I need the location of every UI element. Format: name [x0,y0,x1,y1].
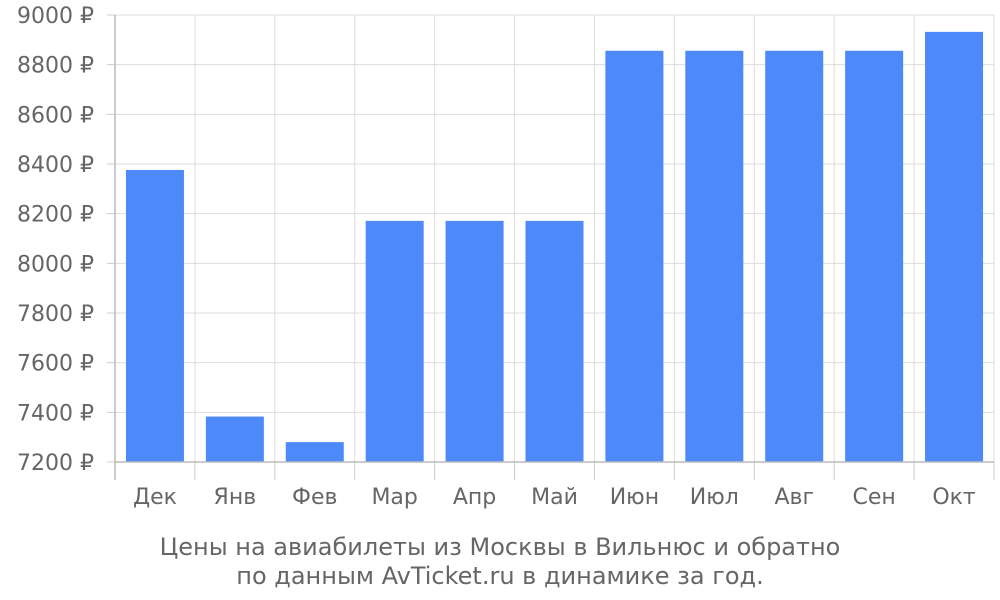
bar-2 [205,416,264,462]
y-tick-label: 7600 ₽ [17,352,94,377]
y-tick-label: 7800 ₽ [17,302,94,327]
y-axis-tick-labels: 7200 ₽ 7400 ₽ 7600 ₽ 7800 ₽ 8000 ₽ 8200 ₽ 8400… [17,4,94,476]
bar-4 [365,220,424,462]
axes [107,14,995,480]
y-tick-label: 8600 ₽ [17,103,94,128]
x-tick-label: Фев [292,485,337,510]
x-tick-label: Авг [774,485,814,510]
bar-9 [765,50,824,462]
x-tick-label: Сен [852,485,895,510]
y-tick-label: 8800 ₽ [17,54,94,79]
x-tick-label: Янв [214,485,257,510]
chart-subtitle: по данным AvTicket.ru в динамике за год. [236,562,764,590]
y-tick-label: 8000 ₽ [17,252,94,277]
x-tick-label: Июн [610,485,659,510]
y-tick-label: 7400 ₽ [17,401,94,426]
bar-3 [285,442,344,462]
y-tick-label: 7200 ₽ [17,451,94,476]
bar-5 [445,220,504,462]
x-tick-label: Май [531,485,578,510]
y-tick-label: 9000 ₽ [17,4,94,29]
y-tick-label: 8400 ₽ [17,153,94,178]
bars [125,31,984,463]
bar-10 [845,50,904,462]
bar-7 [605,50,664,462]
x-tick-label: Апр [453,485,496,510]
bar-11 [925,31,984,463]
x-axis-tick-labels: Дек Янв Фев Мар Апр Май Июн Июл Авг Сен Окт [133,485,976,510]
y-tick-label: 8200 ₽ [17,203,94,228]
x-tick-label: Июл [690,485,739,510]
x-tick-label: Дек [133,485,177,510]
x-tick-label: Окт [932,485,976,510]
bar-1 [125,169,184,462]
x-tick-label: Мар [371,485,417,510]
bar-6 [525,220,584,462]
bar-8 [685,50,744,462]
chart-title: Цены на авиабилеты из Москвы в Вильнюс и… [159,533,841,561]
